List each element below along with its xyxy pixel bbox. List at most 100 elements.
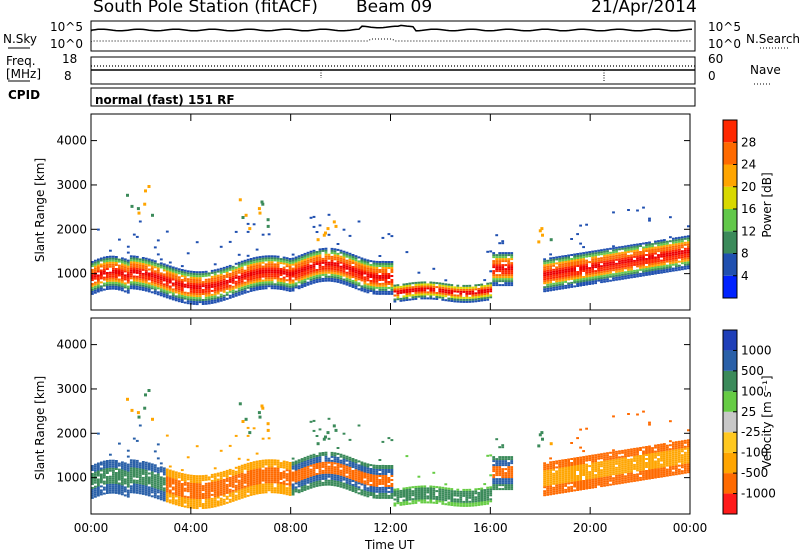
data-cell [393, 286, 397, 289]
data-cell [396, 490, 400, 493]
data-cell [402, 289, 406, 292]
data-cell [240, 260, 244, 263]
data-cell [642, 272, 645, 275]
data-cell [270, 255, 274, 258]
data-cell [375, 264, 379, 267]
data-cell [318, 248, 322, 251]
data-cell [423, 499, 427, 502]
data-cell [106, 482, 109, 484]
data-cell [219, 285, 223, 288]
data-cell [585, 283, 588, 286]
data-cells [91, 389, 690, 510]
data-cell [576, 257, 579, 259]
data-cell [106, 478, 109, 480]
data-cell [171, 268, 175, 271]
data-cell [171, 282, 175, 285]
data-cell [273, 275, 277, 278]
data-cell [267, 473, 271, 476]
data-cell [615, 278, 618, 281]
data-cell [423, 501, 427, 504]
data-cell [327, 253, 331, 256]
data-cell [285, 289, 289, 292]
data-cell [294, 286, 298, 289]
data-cell [372, 464, 376, 467]
data-cell [285, 461, 289, 464]
data-cell [115, 279, 118, 282]
data-cell [156, 275, 160, 278]
data-cell [121, 463, 124, 466]
data-cell [177, 272, 181, 275]
data-cell [216, 490, 220, 493]
data-cell [369, 288, 373, 290]
data-cell [660, 267, 663, 270]
data-cell [252, 467, 256, 470]
data-cell [651, 271, 654, 273]
data-cell [132, 279, 136, 282]
data-cell [555, 472, 558, 475]
data-cell [510, 254, 514, 257]
data-cell [132, 265, 136, 268]
data-cell [630, 258, 633, 261]
data-cell [615, 268, 618, 271]
data-cell [354, 255, 358, 258]
data-cell [246, 482, 250, 485]
data-cell [546, 289, 549, 292]
data-cell [222, 494, 226, 497]
data-cell [100, 265, 103, 268]
data-cell [210, 497, 214, 500]
data-cell [204, 482, 208, 485]
data-cell [414, 491, 418, 494]
data-cell [330, 247, 334, 250]
data-cell [390, 286, 394, 289]
data-cell [618, 248, 621, 251]
data-cell [294, 466, 298, 469]
data-cell [135, 279, 139, 282]
data-cell [396, 502, 400, 505]
data-cell [573, 253, 576, 256]
data-cell [219, 277, 223, 280]
data-cell [156, 281, 160, 284]
data-cell [273, 467, 277, 470]
data-cell [207, 280, 211, 283]
data-cell [444, 299, 448, 302]
data-cell [135, 471, 139, 474]
data-cell [579, 276, 582, 279]
data-cell [183, 483, 187, 486]
data-cell [396, 494, 400, 497]
data-cell [603, 250, 606, 253]
data-cell [94, 467, 97, 470]
data-cell [276, 263, 280, 266]
data-cell [261, 477, 265, 480]
data-cell [660, 243, 663, 246]
data-cell [109, 265, 112, 268]
data-cell [103, 480, 106, 483]
data-cell [213, 275, 217, 278]
data-cell [318, 268, 322, 271]
data-cell [115, 485, 118, 488]
data-cell [477, 284, 481, 286]
data-cell [543, 282, 546, 285]
data-cell [459, 292, 463, 295]
data-cell [252, 483, 256, 486]
data-cell [264, 287, 268, 290]
data-cell [465, 496, 469, 499]
data-cell [561, 273, 564, 276]
data-cell [576, 279, 579, 281]
data-cell [450, 292, 454, 294]
data-cell [645, 270, 648, 272]
data-cell [633, 273, 636, 276]
data-cell [462, 500, 466, 503]
data-cell [561, 283, 564, 286]
data-cell [246, 426, 250, 429]
data-cell [297, 257, 301, 260]
data-cell [183, 273, 187, 276]
data-cell [582, 256, 585, 259]
data-cell [543, 492, 546, 495]
data-cell [390, 265, 394, 267]
data-cell [121, 471, 124, 474]
data-cell [678, 266, 681, 269]
data-cell [309, 270, 313, 273]
data-cell [234, 496, 238, 499]
data-cell [486, 250, 490, 253]
data-cell [423, 487, 427, 490]
